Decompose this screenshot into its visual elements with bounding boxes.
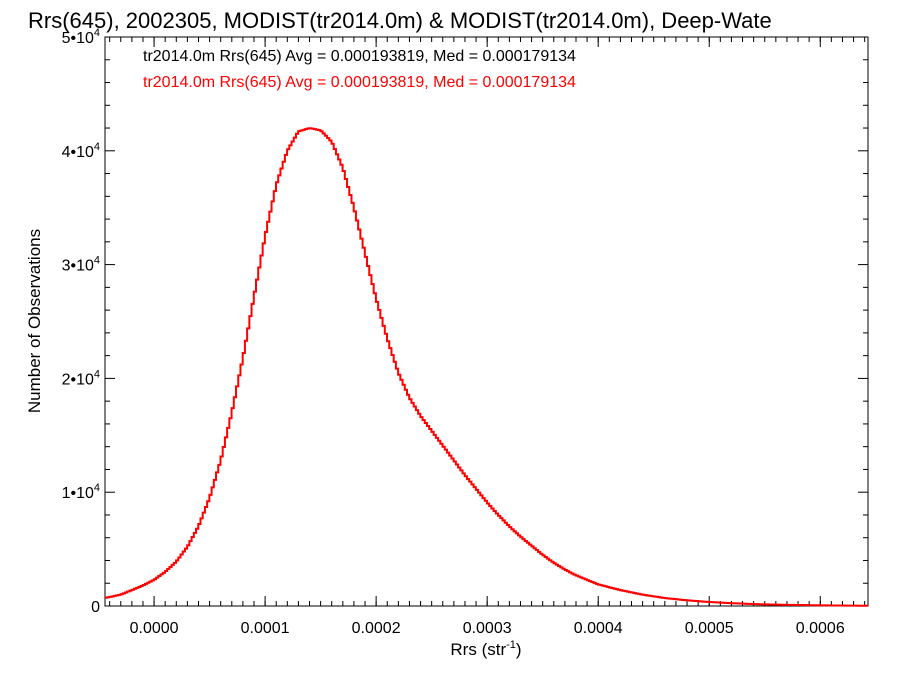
- x-tick-label: 0.0005: [685, 620, 734, 637]
- axis-ticks: 0.0000 0.0001 0.0002 0.0003 0.0004 0.0005 0.00…: [62, 27, 868, 637]
- stat-annotation: tr2014.0m Rrs(645) Avg = 0.000193819, Me…: [143, 74, 576, 91]
- y-tick-label-exponent: 4: [94, 482, 100, 494]
- x-tick-label: 0.0001: [241, 620, 290, 637]
- annotation-layer: tr2014.0m Rrs(645) Avg = 0.000193819, Me…: [143, 48, 576, 91]
- y-tick-label: 2•104: [62, 368, 100, 388]
- y-tick-label: 3•104: [62, 255, 100, 275]
- x-tick-label: 0.0004: [574, 620, 623, 637]
- y-tick-label-base: 0: [91, 599, 100, 616]
- y-tick-label-exponent: 4: [94, 27, 100, 39]
- y-tick-label-base: 3•10: [62, 258, 94, 275]
- stat-annotation: tr2014.0m Rrs(645) Avg = 0.000193819, Me…: [143, 48, 576, 65]
- y-tick-label: 5•104: [62, 27, 100, 47]
- y-tick-label-exponent: 4: [94, 368, 100, 380]
- chart-title: Rrs(645), 2002305, MODIST(tr2014.0m) & M…: [28, 8, 772, 33]
- y-tick-label-exponent: 4: [94, 255, 100, 267]
- series-layer: [105, 127, 868, 607]
- y-axis-label: Number of Observations: [25, 229, 44, 413]
- y-tick-label: 4•104: [62, 141, 100, 161]
- x-axis-label-text: Rrs (str: [450, 640, 506, 659]
- y-tick-label-base: 4•10: [62, 144, 94, 161]
- y-tick-label-base: 2•10: [62, 371, 94, 388]
- y-tick-label: 0: [91, 599, 100, 616]
- plot-frame: [104, 36, 869, 607]
- x-tick-label: 0.0002: [352, 620, 401, 637]
- y-tick-label-base: 1•10: [62, 485, 94, 502]
- y-tick-label: 1•104: [62, 482, 100, 502]
- x-axis-label: Rrs (str-1): [450, 639, 521, 659]
- histogram-series-line: [105, 127, 868, 607]
- y-tick-label-exponent: 4: [94, 141, 100, 153]
- x-tick-label: 0.0000: [130, 620, 179, 637]
- x-tick-label: 0.0006: [796, 620, 845, 637]
- x-tick-label: 0.0003: [463, 620, 512, 637]
- y-tick-label-base: 5•10: [62, 30, 94, 47]
- x-axis-label-end: ): [516, 640, 522, 659]
- x-axis-label-superscript: -1: [506, 639, 516, 651]
